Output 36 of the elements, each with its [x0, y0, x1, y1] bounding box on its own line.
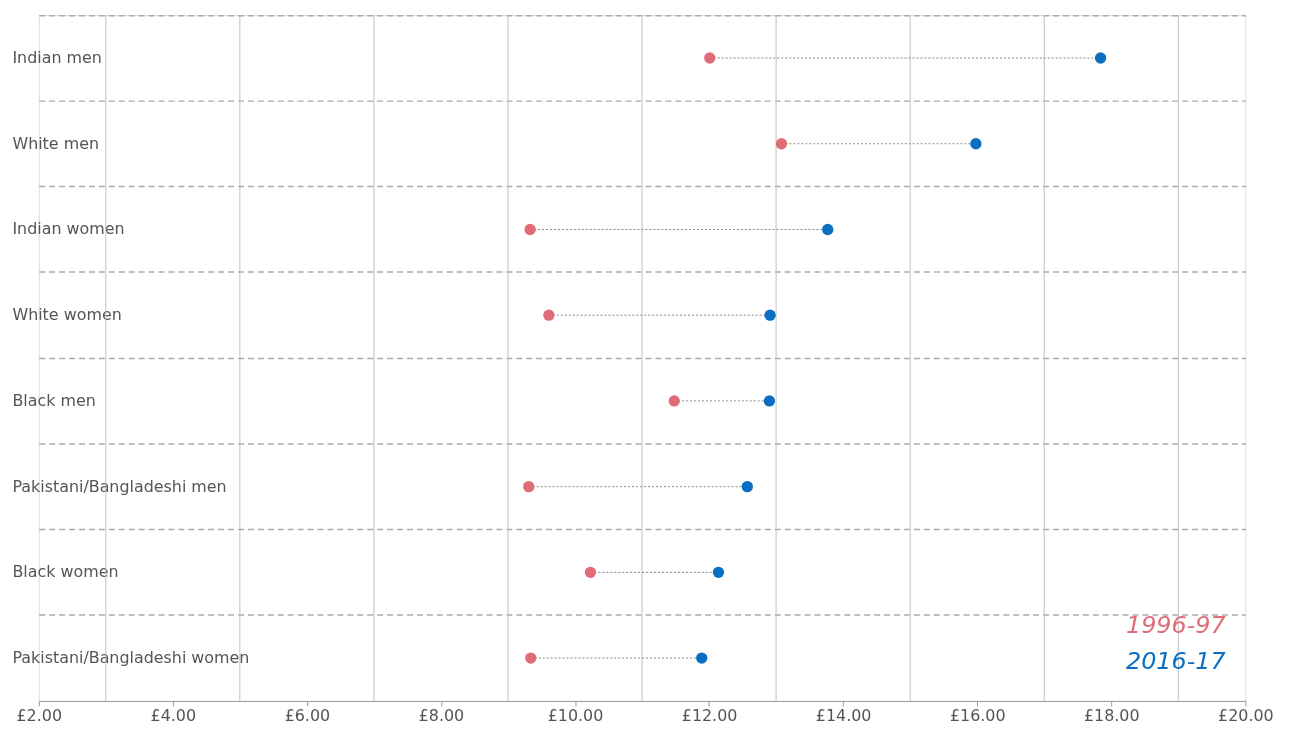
point [775, 138, 788, 150]
y-tick-label: Black men [12, 390, 96, 410]
point [696, 652, 708, 664]
point [822, 223, 834, 236]
point [741, 480, 753, 493]
point [543, 309, 555, 321]
point [1094, 52, 1107, 64]
text: 2016-17 [1125, 647, 1226, 676]
point [524, 223, 536, 236]
text: 1996-97 [1125, 611, 1226, 640]
y-tick-label: White men [12, 133, 100, 153]
point [668, 395, 680, 407]
point [584, 566, 597, 579]
point [763, 395, 776, 407]
point [970, 138, 982, 150]
x-tick-label: £16.00 [949, 706, 1006, 726]
point [523, 480, 535, 493]
x-tick-label: £8.00 [418, 706, 465, 726]
x-tick-label: £10.00 [547, 706, 604, 726]
point [704, 52, 716, 64]
y-tick-label: Pakistani/Bangladeshi women [12, 648, 250, 668]
x-tick-label: £14.00 [815, 706, 872, 726]
x-tick-label: £12.00 [681, 706, 738, 726]
x-tick-label: £18.00 [1083, 706, 1140, 726]
x-tick-label: £2.00 [16, 706, 63, 726]
y-tick-label: Indian women [12, 219, 125, 239]
point [712, 566, 725, 579]
y-tick-label: White women [12, 305, 122, 325]
point [525, 652, 537, 664]
y-tick-label: Pakistani/Bangladeshi men [12, 476, 227, 496]
point [764, 309, 776, 321]
y-tick-label: Black women [12, 562, 119, 582]
y-tick-label: Indian men [12, 47, 102, 67]
x-tick-label: £4.00 [150, 706, 197, 726]
x-tick-label: £20.00 [1218, 706, 1274, 726]
x-tick-label: £6.00 [284, 706, 331, 726]
